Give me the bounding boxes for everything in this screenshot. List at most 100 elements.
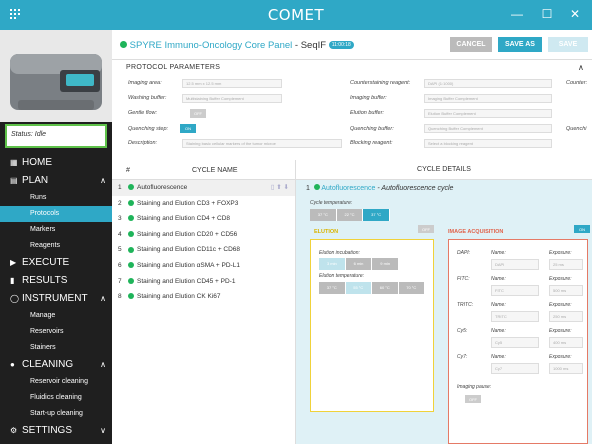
channel-label: Cy5: [457, 328, 468, 334]
cycle-row[interactable]: 1 Autofluorescence ▯ ⬆ ⬇ [112, 180, 295, 196]
channel-name-input[interactable]: TRITC [491, 311, 539, 322]
gentle-flow-toggle[interactable]: OFF [190, 109, 206, 118]
channel-name-input[interactable]: FITC [491, 285, 539, 296]
channel-name-label: Name: [491, 354, 506, 360]
cycle-num: 7 [118, 277, 122, 285]
elution-temp-option[interactable]: 60 °C [372, 282, 399, 294]
cycle-details-title: CYCLE DETAILS [296, 160, 592, 180]
nav-item-reservoirs[interactable]: Reservoirs [0, 324, 112, 340]
nav-item-reagents[interactable]: Reagents [0, 238, 112, 254]
cycle-row[interactable]: 6 Staining and Elution αSMA + PD-L1 [112, 258, 295, 274]
elution-incubation-option[interactable]: 3 min [319, 258, 346, 270]
cycle-row[interactable]: 4 Staining and Elution CD20 + CD56 [112, 227, 295, 243]
nav-item-settings[interactable]: ⚙ SETTINGS ∨ [0, 422, 112, 440]
cycle-num: 6 [118, 261, 122, 269]
imaging-area-select[interactable]: 12.5 mm x 12.5 mm [182, 79, 282, 88]
counterstaining-select[interactable]: DAPI (1:1000) [424, 79, 552, 88]
elution-temp-option[interactable]: 55 °C [345, 282, 372, 294]
elution-temp-selector: 37 °C 55 °C 60 °C 70 °C [319, 282, 425, 294]
nav-item-runs[interactable]: Runs [0, 190, 112, 206]
channel-exposure-input[interactable]: 250 ms [549, 311, 583, 322]
channel-name-input[interactable]: Cy5 [491, 337, 539, 348]
close-button[interactable]: ✕ [569, 7, 581, 21]
elution-incubation-option[interactable]: 9 min [372, 258, 400, 270]
cycle-name: Staining and Elution CD11c + CD68 [137, 246, 241, 254]
nav-icon: ⚙ [10, 426, 18, 435]
nav-item-execute[interactable]: ▶ EXECUTE [0, 254, 112, 272]
quenching-buffer-select[interactable]: Quenching Buffer Complement [424, 124, 552, 133]
app-title: COMET [267, 6, 325, 24]
elution-buffer-select[interactable]: Elution Buffer Complement [424, 109, 552, 118]
image-acquisition-section: IMAGE ACQUISITION DAPI: Name: DAPI Exposure… [448, 229, 588, 444]
elution-temp-option[interactable]: 70 °C [398, 282, 425, 294]
channel-name-label: Name: [491, 276, 506, 282]
elution-temp-option[interactable]: 37 °C [319, 282, 346, 294]
elution-title: ELUTION [314, 229, 339, 235]
channel-name-input[interactable]: DAPI [491, 259, 539, 270]
nav-item-stainers[interactable]: Stainers [0, 340, 112, 356]
description-input[interactable]: Staining basic cellular markers of the t… [182, 139, 342, 148]
cycle-status-dot-icon [128, 199, 134, 206]
nav-label: EXECUTE [22, 257, 70, 268]
nav-item-results[interactable]: ▮ RESULTS [0, 272, 112, 290]
save-as-button[interactable]: SAVE AS [498, 37, 542, 52]
channel-label: Cy7: [457, 354, 468, 360]
nav-label: Reagents [30, 242, 60, 249]
channel-exposure-input[interactable]: 400 ms [549, 337, 583, 348]
blocking-reagent-select[interactable]: Select a blocking reagent [424, 139, 552, 148]
cycle-num: 2 [118, 199, 122, 207]
cycle-name: Staining and Elution CD45 + PD-1 [137, 277, 236, 285]
channel-exposure-input[interactable]: 25 ms [549, 259, 583, 270]
cycle-row[interactable]: 8 Staining and Elution CK Ki67 [112, 289, 295, 305]
cycle-temp-option[interactable]: 37 °C [363, 209, 391, 221]
nav-item-instrument[interactable]: ◯ INSTRUMENT ∧ [0, 290, 112, 308]
cycle-temp-option[interactable]: 22 °C [336, 209, 364, 221]
channel-exposure-input[interactable]: 500 ms [549, 285, 583, 296]
sidebar: Status: Idle ▦ HOME ▤ PLAN ∧ Runs Protocols Mar… [0, 30, 112, 444]
nav-item-protocols[interactable]: Protocols [0, 206, 112, 222]
image-acquisition-toggle[interactable]: ON [574, 225, 590, 233]
panel-name: SPYRE Immuno-Oncology Core Panel [129, 40, 293, 51]
minimize-button[interactable]: — [511, 7, 523, 21]
cycle-row[interactable]: 5 Staining and Elution CD11c + CD68 [112, 242, 295, 258]
channel-name-input[interactable]: Cy7 [491, 363, 539, 374]
elution-toggle[interactable]: OFF [418, 225, 434, 233]
elution-incubation-option[interactable]: 6 min [345, 258, 373, 270]
washing-buffer-label: Washing buffer: [128, 95, 167, 101]
collapse-icon[interactable]: ∧ [578, 63, 584, 72]
cycle-actions-icon[interactable]: ▯ ⬆ ⬇ [270, 184, 289, 191]
cycle-heading-num: 1 [306, 185, 310, 192]
cycle-row[interactable]: 3 Staining and Elution CD4 + CD8 [112, 211, 295, 227]
cycle-num: 3 [118, 215, 122, 223]
nav-item-cleaning[interactable]: ● CLEANING ∧ [0, 356, 112, 374]
nav-item-plan[interactable]: ▤ PLAN ∧ [0, 172, 112, 190]
cycle-row[interactable]: 7 Staining and Elution CD45 + PD-1 [112, 274, 295, 290]
quenching-step-toggle[interactable]: ON [180, 124, 196, 133]
nav-item-reservoir-cleaning[interactable]: Reservoir cleaning [0, 374, 112, 390]
nav-item-home[interactable]: ▦ HOME [0, 154, 112, 172]
cycle-status-dot-icon [313, 184, 320, 190]
imaging-pause-toggle[interactable]: OFF [465, 395, 481, 403]
cycle-temp-selector: 37 °C 22 °C 37 °C [310, 209, 391, 221]
cycle-temp-option[interactable]: 37 °C [310, 209, 337, 221]
nav-item-manage[interactable]: Manage [0, 308, 112, 324]
cancel-button[interactable]: CANCEL [450, 37, 492, 52]
maximize-button[interactable]: ☐ [541, 7, 553, 21]
channel-name-label: Name: [491, 328, 506, 334]
cycle-name: Staining and Elution CD4 + CD8 [137, 215, 231, 223]
cycle-name: Staining and Elution CD3 + FOXP3 [137, 199, 239, 207]
save-button[interactable]: SAVE [548, 37, 588, 52]
nav-menu: ▦ HOME ▤ PLAN ∧ Runs Protocols Markers Reagents ▶… [0, 154, 112, 440]
nav-item-markers[interactable]: Markers [0, 222, 112, 238]
nav-item-fluidics-cleaning[interactable]: Fluidics cleaning [0, 390, 112, 406]
washing-buffer-select[interactable]: Multistaining Buffer Complement [182, 94, 282, 103]
cycle-heading: 1 Autofluorescence - Autofluorescence cy… [306, 184, 453, 192]
elution-temp-label: Elution temperature: [319, 273, 365, 279]
nav-item-start-up-cleaning[interactable]: Start-up cleaning [0, 406, 112, 422]
cycle-row[interactable]: 2 Staining and Elution CD3 + FOXP3 [112, 196, 295, 212]
status-value: Idle [34, 131, 47, 138]
channel-exposure-input[interactable]: 1000 ms [549, 363, 583, 374]
status-box: Status: Idle [5, 124, 107, 148]
cycle-status-dot-icon [128, 246, 134, 253]
imaging-buffer-select[interactable]: Imaging Buffer Complement [424, 94, 552, 103]
